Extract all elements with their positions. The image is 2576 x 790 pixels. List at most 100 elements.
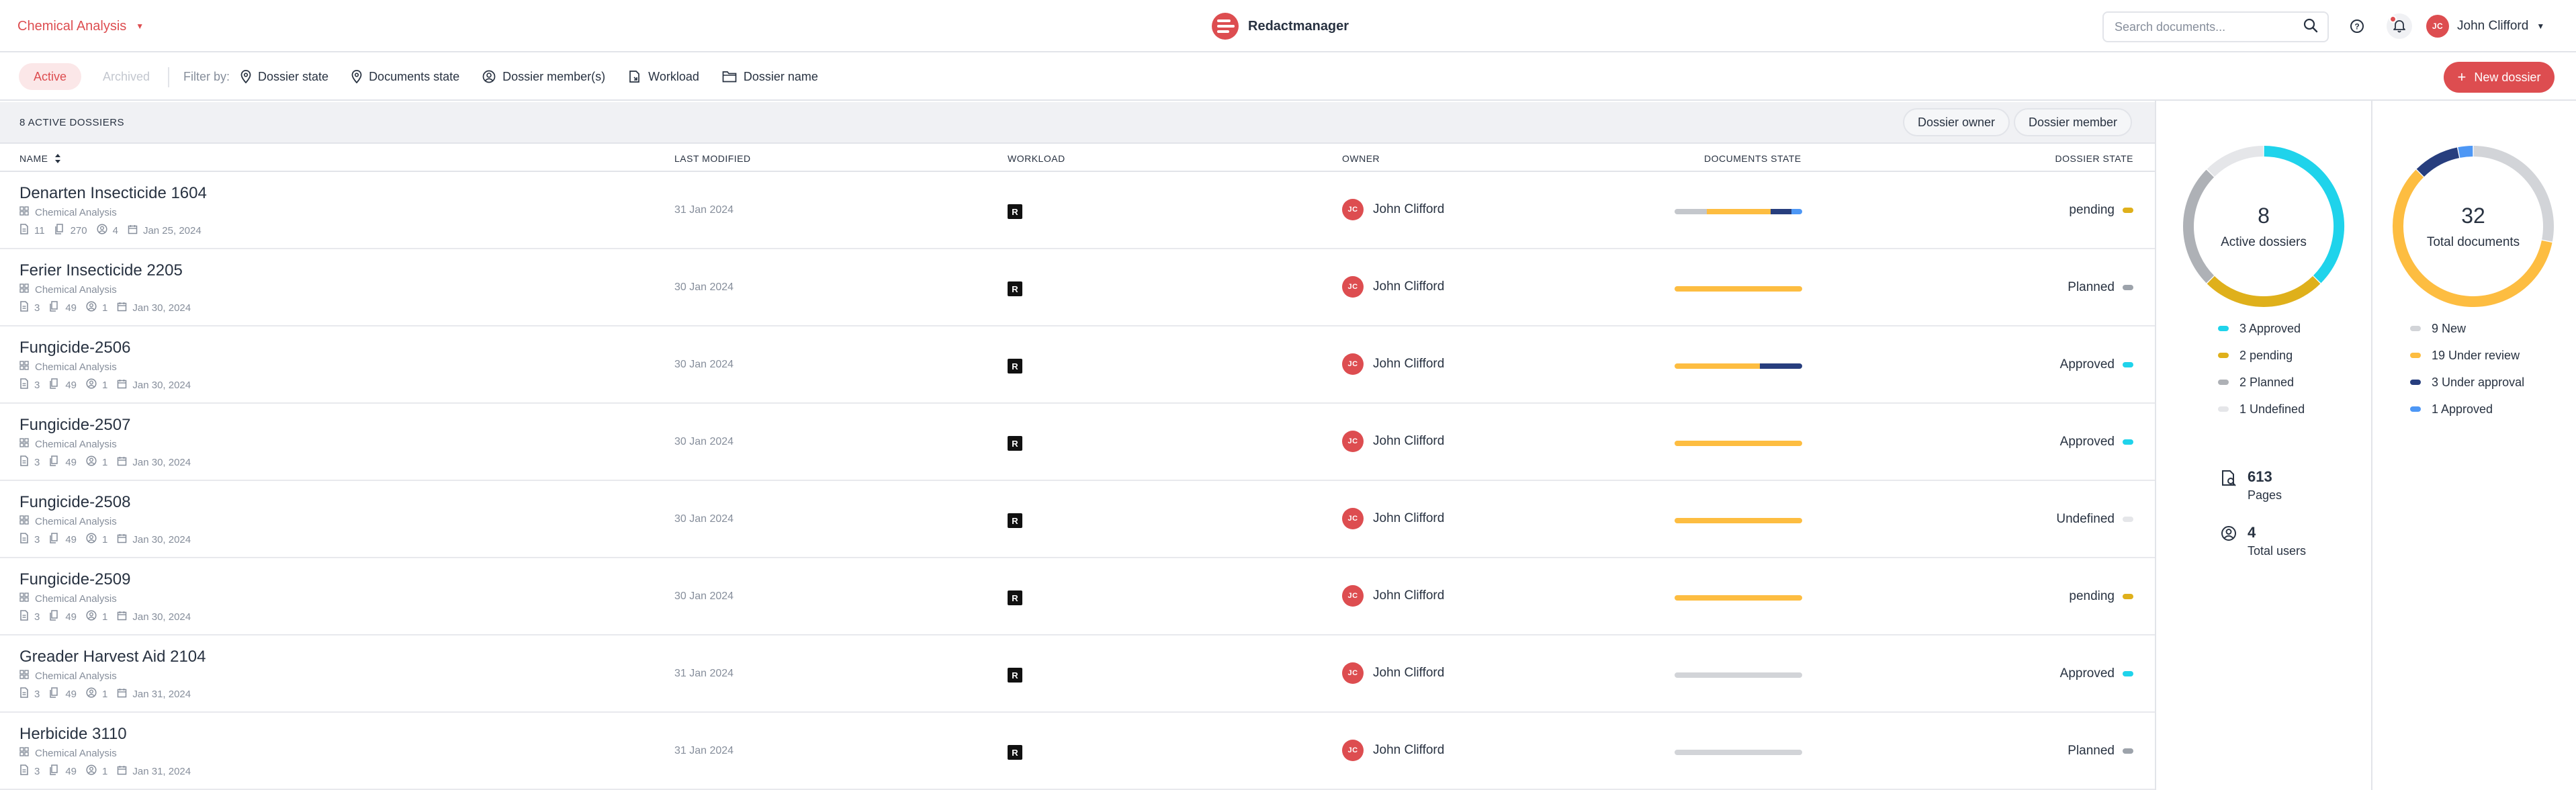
dossier-state-swatch [2123, 362, 2133, 367]
owner: JC John Clifford [1342, 585, 1444, 607]
avatar: JC [2426, 15, 2449, 38]
filter-dossier-state[interactable]: Dossier state [240, 70, 328, 84]
dossiers-donut-center: 8 Active dossiers [2180, 142, 2348, 310]
filter-workload[interactable]: Workload [628, 70, 699, 84]
donut-segment [2207, 275, 2321, 307]
dossier-name[interactable]: Fungicide-2507 [19, 416, 131, 434]
search-icon[interactable] [2303, 18, 2318, 36]
owner: JC John Clifford [1342, 740, 1444, 761]
tab-archived[interactable]: Archived [103, 69, 150, 83]
dossier-stats: 3 49 1 Jan 31, 2024 [19, 764, 191, 778]
legend-item[interactable]: 3 Under approval [2410, 375, 2525, 389]
filter-dossier-name[interactable]: Dossier name [722, 70, 818, 84]
template-icon [19, 747, 29, 759]
pages-count: 49 [65, 379, 77, 391]
legend-item[interactable]: 1 Undefined [2218, 402, 2305, 416]
table-row[interactable]: Fungicide-2508 Chemical Analysis 3 49 1 … [0, 481, 2155, 558]
legend-swatch [2410, 406, 2421, 412]
documents-state-bar [1675, 286, 1802, 292]
filter-documents-state[interactable]: Documents state [351, 70, 459, 84]
dossier-stats: 3 49 1 Jan 30, 2024 [19, 610, 191, 623]
table-row[interactable]: Ferier Insecticide 2205 Chemical Analysi… [0, 249, 2155, 326]
search-input[interactable] [2113, 19, 2303, 35]
dossier-state: pending [2069, 203, 2133, 218]
documents-state-segment [1675, 441, 1802, 446]
redactmanager-logo-icon [1212, 13, 1239, 40]
pages-icon [49, 764, 60, 778]
table-row[interactable]: Fungicide-2506 Chemical Analysis 3 49 1 … [0, 326, 2155, 404]
new-dossier-label: New dossier [2474, 70, 2541, 84]
template-icon [19, 206, 29, 218]
created-date: Jan 30, 2024 [132, 533, 191, 545]
dossier-name[interactable]: Denarten Insecticide 1604 [19, 184, 207, 202]
owner-name: John Clifford [1373, 588, 1445, 603]
user-circle-icon [482, 70, 496, 83]
documents-count: 3 [34, 379, 40, 391]
users-label: Total users [2248, 544, 2307, 558]
column-last-modified[interactable]: LAST MODIFIED [674, 153, 751, 164]
owner: JC John Clifford [1342, 431, 1444, 452]
legend-item[interactable]: 2 Planned [2218, 376, 2305, 389]
table-row[interactable]: Herbicide 3110 Chemical Analysis 3 49 1 … [0, 713, 2155, 790]
dossier-state-label: Undefined [2056, 512, 2115, 526]
divider [2371, 101, 2372, 790]
dossier-name[interactable]: Fungicide-2509 [19, 570, 131, 588]
dossier-member-chip[interactable]: Dossier member [2014, 108, 2133, 136]
legend-item[interactable]: 1 Approved [2410, 402, 2524, 416]
tab-active[interactable]: Active [19, 63, 82, 90]
user-menu[interactable]: JC John Clifford ▼ [2426, 13, 2544, 39]
column-dossier-state[interactable]: DOSSIER STATE [2055, 153, 2133, 164]
calendar-icon [117, 765, 127, 778]
document-icon [19, 533, 29, 546]
document-icon [19, 455, 29, 469]
filter-label: Dossier member(s) [502, 69, 606, 83]
help-button[interactable]: ? [2344, 13, 2370, 39]
brand[interactable]: Redactmanager [1212, 12, 1349, 40]
table-row[interactable]: Fungicide-2509 Chemical Analysis 3 49 1 … [0, 558, 2155, 635]
dossier-name[interactable]: Ferier Insecticide 2205 [19, 261, 183, 279]
dossier-name[interactable]: Fungicide-2508 [19, 493, 131, 511]
filter-label: Documents state [369, 69, 460, 83]
legend-item[interactable]: 9 New [2410, 322, 2524, 335]
search-box[interactable] [2102, 11, 2329, 42]
calendar-icon [117, 456, 127, 469]
legend-swatch [2218, 406, 2229, 412]
table-row[interactable]: Greader Harvest Aid 2104 Chemical Analys… [0, 635, 2155, 713]
column-label: NAME [19, 153, 48, 164]
members-count: 1 [102, 688, 108, 700]
owner-name: John Clifford [1373, 666, 1445, 680]
legend-swatch [2218, 380, 2229, 385]
dossiers-donut-chart [2183, 146, 2344, 307]
avatar: JC [1342, 662, 1364, 684]
avatar: JC [1342, 508, 1364, 529]
documents-state-bar [1675, 672, 1802, 678]
workload-badge: R [1008, 281, 1022, 296]
documents-legend: 9 New 19 Under review 3 Under approval 1 Ap… [2410, 322, 2525, 416]
workspace-switcher[interactable]: Chemical Analysis ▼ [17, 17, 144, 35]
table-row[interactable]: Denarten Insecticide 1604 Chemical Analy… [0, 172, 2155, 249]
table-row[interactable]: Fungicide-2507 Chemical Analysis 3 49 1 … [0, 404, 2155, 481]
dossier-template: Chemical Analysis [19, 515, 117, 527]
pages-count: 49 [65, 688, 77, 700]
created-date: Jan 30, 2024 [132, 611, 191, 623]
legend-item[interactable]: 3 Approved [2218, 322, 2305, 335]
owner: JC John Clifford [1342, 199, 1444, 220]
column-name[interactable]: NAME [19, 153, 61, 164]
pages-icon [49, 378, 60, 392]
legend-label: 3 Under approval [2432, 375, 2525, 389]
documents-count: 3 [34, 688, 40, 700]
legend-item[interactable]: 19 Under review [2410, 349, 2524, 362]
legend-item[interactable]: 2 pending [2218, 349, 2305, 362]
user-circle-icon [86, 455, 97, 469]
dossier-name[interactable]: Fungicide-2506 [19, 339, 131, 357]
legend-label: 1 Approved [2432, 402, 2493, 416]
dossier-state: Approved [2060, 357, 2133, 372]
user-circle-icon [86, 764, 97, 778]
dossier-name[interactable]: Greader Harvest Aid 2104 [19, 648, 206, 666]
filter-dossier-members[interactable]: Dossier member(s) [482, 70, 605, 84]
dossier-name[interactable]: Herbicide 3110 [19, 725, 127, 743]
new-dossier-button[interactable]: + New dossier [2444, 62, 2555, 93]
column-owner[interactable]: OWNER [1342, 153, 1380, 164]
notifications-button[interactable] [2387, 13, 2412, 39]
dossier-owner-chip[interactable]: Dossier owner [1903, 108, 2010, 136]
